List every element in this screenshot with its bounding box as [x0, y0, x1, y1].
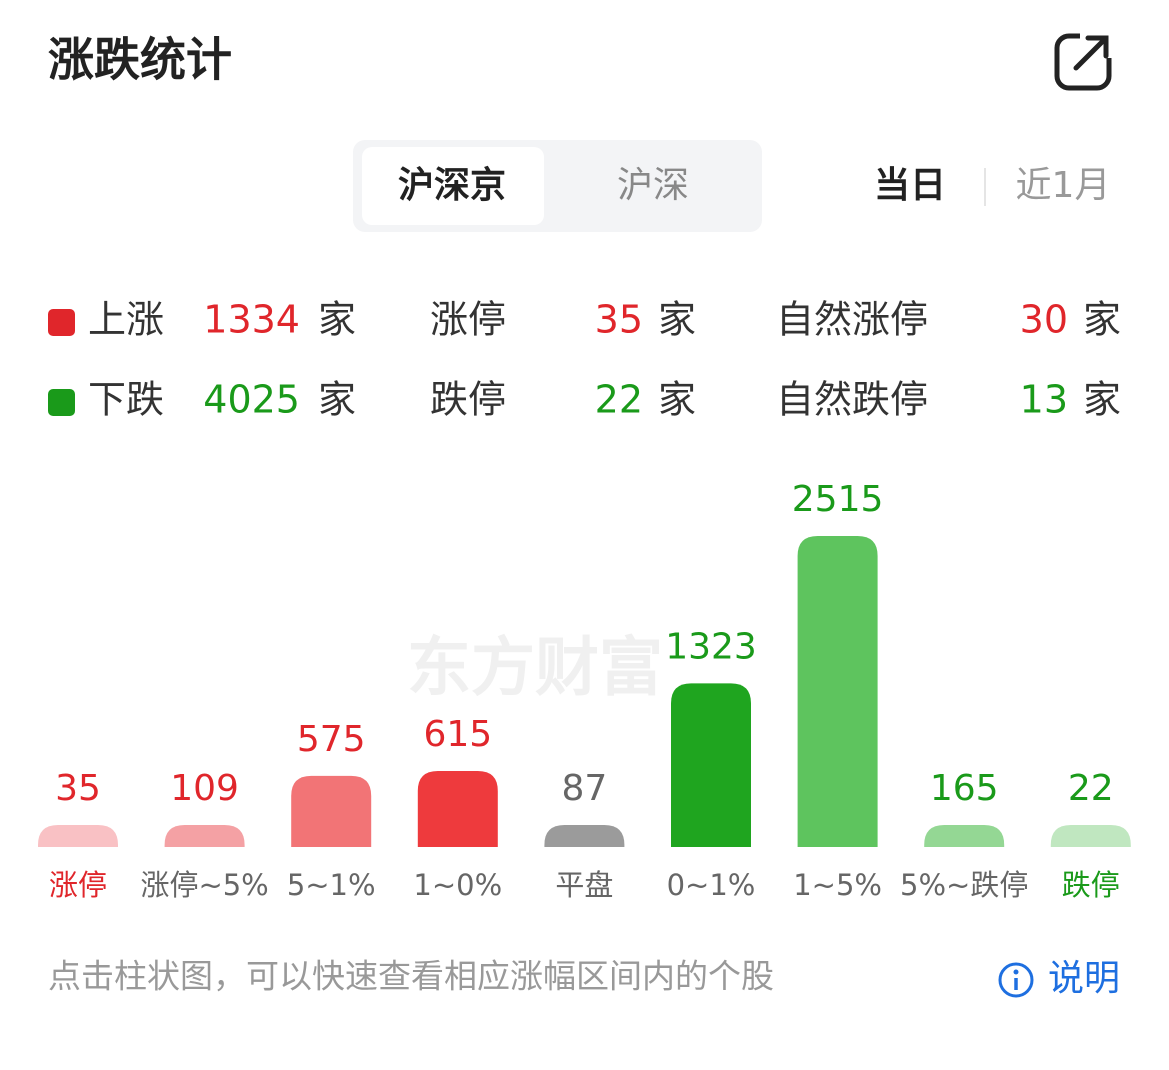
stat-unit: 家: [1083, 378, 1121, 422]
stat-unit: 家: [658, 378, 696, 422]
x-tick-label: 跌停: [1062, 868, 1120, 902]
bar[interactable]: [671, 683, 751, 847]
x-tick-label: 1~5%: [793, 868, 882, 902]
bar[interactable]: [1050, 825, 1131, 847]
value-label: 2515: [792, 479, 884, 520]
x-tick-label: 涨停: [49, 868, 107, 902]
value-label: 1323: [665, 626, 757, 667]
bar[interactable]: [164, 825, 245, 847]
bar[interactable]: [38, 825, 118, 847]
stat-unit: 家: [658, 298, 696, 342]
legend-marker: [48, 309, 75, 336]
value-label: 615: [423, 714, 492, 755]
info-icon[interactable]: [998, 962, 1034, 998]
stat-label: 涨停: [430, 298, 506, 342]
x-tick-label: 5~1%: [287, 868, 376, 902]
stat-value: 1334: [203, 298, 300, 342]
x-tick-label: 平盘: [555, 868, 613, 902]
stat-unit: 家: [318, 378, 356, 422]
stat-unit: 家: [1083, 298, 1121, 342]
stat-value: 30: [1020, 298, 1068, 342]
link[interactable]: 说明: [1048, 958, 1120, 999]
x-tick-label: 1~0%: [413, 868, 502, 902]
share-icon[interactable]: [1054, 28, 1114, 91]
bar[interactable]: [291, 775, 372, 847]
stat-label: 上涨: [88, 298, 164, 342]
value-label: 87: [561, 768, 607, 809]
value-label: 109: [170, 768, 239, 809]
stat-label: 跌停: [430, 378, 506, 422]
x-tick-label: 5%~跌停: [900, 868, 1028, 902]
x-tick-label: 涨停~5%: [140, 868, 268, 902]
x-tick-label: 0~1%: [667, 868, 756, 902]
value-label: 22: [1068, 768, 1114, 809]
legend-marker: [48, 389, 75, 416]
bar[interactable]: [417, 770, 498, 847]
tab-selected: [362, 147, 544, 225]
value-label: 165: [930, 768, 999, 809]
value-label: 35: [55, 768, 101, 809]
bar[interactable]: [797, 536, 878, 847]
stat-value: 4025: [203, 378, 300, 422]
bar[interactable]: [924, 825, 1005, 847]
period[interactable]: 当日: [874, 165, 946, 206]
stat-unit: 家: [318, 298, 356, 342]
tab[interactable]: 沪深京: [398, 164, 506, 206]
period[interactable]: 近1月: [1016, 165, 1111, 206]
stat-label: 自然跌停: [776, 378, 928, 422]
stat-label: 自然涨停: [776, 298, 928, 342]
stat-value: 13: [1020, 378, 1068, 422]
stat-value: 22: [595, 378, 643, 422]
bar[interactable]: [544, 825, 625, 847]
tab[interactable]: 沪深: [617, 165, 689, 206]
title: 涨跌统计: [48, 33, 232, 87]
watermark: 东方财富: [407, 632, 663, 706]
hint: 点击柱状图，可以快速查看相应涨幅区间内的个股: [48, 957, 774, 996]
value-label: 575: [297, 719, 366, 760]
stat-value: 35: [595, 298, 643, 342]
stat-label: 下跌: [88, 378, 164, 422]
